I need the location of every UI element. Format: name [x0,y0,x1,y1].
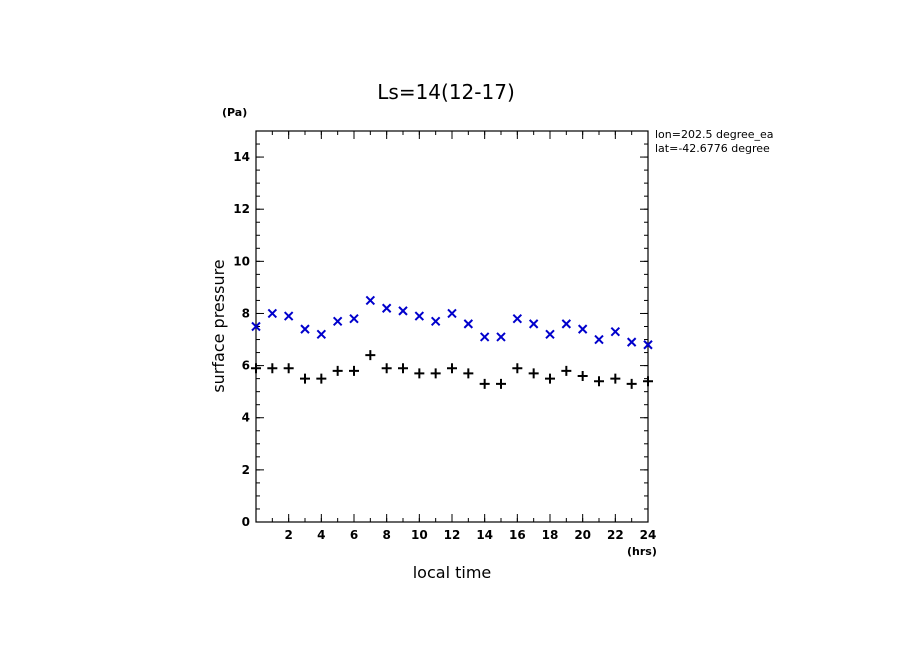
data-point [365,295,376,306]
x-tick-label: 24 [640,528,657,542]
data-point [577,371,588,382]
y-axis-unit: (Pa) [222,106,247,119]
data-point [430,316,441,326]
data-point [610,373,621,384]
data-point [626,378,637,389]
x-tick-label: 20 [574,528,591,542]
data-point [594,376,604,387]
y-tick-label: 4 [242,411,250,425]
y-tick-label: 14 [233,150,250,164]
data-point [512,313,523,324]
data-point [610,327,621,337]
data-point [283,363,294,374]
data-point [414,368,425,379]
data-point [643,340,653,350]
data-point [528,319,539,329]
y-tick-label: 10 [233,254,250,268]
x-tick-label: 14 [476,528,493,542]
data-point [430,368,441,379]
chart-title: Ls=14(12-17) [377,80,515,104]
x-tick-label: 18 [542,528,559,542]
data-point [332,365,343,376]
data-point [447,363,457,374]
data-point [463,319,474,329]
data-point [300,373,310,384]
series-1 [251,295,653,350]
y-tick-label: 8 [242,306,250,320]
data-point [316,329,327,340]
data-point [251,321,261,332]
x-axis-unit: (hrs) [627,545,657,558]
data-point [381,363,392,374]
data-point [381,303,392,313]
data-point [496,332,506,342]
data-point [365,350,376,361]
data-point [349,365,359,376]
data-point [545,329,555,340]
data-point [267,308,278,319]
data-point [561,365,572,376]
x-tick-label: 6 [350,528,358,542]
x-tick-label: 22 [607,528,624,542]
data-point [447,308,457,319]
data-point [332,316,343,326]
data-point [414,311,425,321]
data-point [300,324,310,334]
data-point [545,373,555,384]
data-point [479,332,490,342]
x-tick-label: 12 [444,528,461,542]
data-point [479,378,490,389]
x-axis-label: local time [413,563,492,582]
data-marks [251,295,653,389]
data-point [561,319,572,329]
data-point [643,376,653,387]
data-point [316,373,327,384]
data-point [496,378,506,389]
data-point [577,324,588,334]
x-tick-label: 10 [411,528,428,542]
data-point [512,363,523,374]
data-point [251,363,261,374]
annotation-lat: lat=-42.6776 degree [655,142,770,155]
data-point [594,334,604,345]
y-tick-label: 2 [242,463,250,477]
data-point [398,306,408,316]
series-2 [251,350,653,389]
x-tick-label: 16 [509,528,526,542]
data-point [398,363,408,374]
annotation-lon: lon=202.5 degree_ea [655,128,774,141]
x-tick-label: 4 [317,528,325,542]
data-point [626,337,637,347]
data-point [528,368,539,379]
y-tick-label: 6 [242,359,250,373]
x-tick-label: 2 [284,528,292,542]
data-point [349,313,359,324]
data-point [463,368,474,379]
y-tick-label: 12 [233,202,250,216]
data-point [283,311,294,321]
data-point [267,363,278,374]
x-tick-label: 8 [382,528,390,542]
plot-frame [255,130,649,523]
y-tick-label: 0 [242,515,250,529]
y-axis-label: surface pressure [209,259,228,392]
